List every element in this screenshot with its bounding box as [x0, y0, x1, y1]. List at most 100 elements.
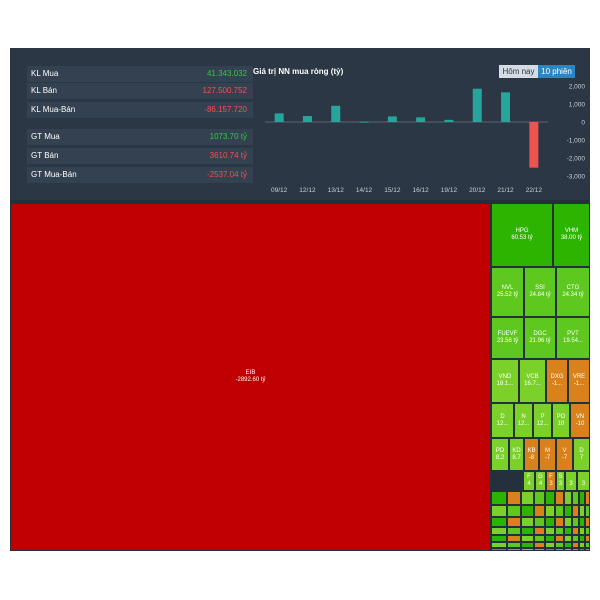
tile-small-stock[interactable]	[521, 517, 534, 527]
tile-stock[interactable]: D 12...	[491, 403, 514, 438]
tile-stock[interactable]: PO 10	[552, 403, 570, 438]
tile-small-stock[interactable]	[555, 542, 564, 548]
tile-small-stock[interactable]	[507, 505, 521, 517]
tile-small-stock[interactable]	[491, 491, 507, 505]
tile-small-stock[interactable]	[579, 542, 585, 548]
tile-small-stock[interactable]	[564, 542, 572, 548]
tile-small-stock[interactable]	[585, 542, 590, 548]
tile-stock[interactable]: CTG 24.34 tỷ	[556, 267, 590, 317]
bar-22-12[interactable]	[529, 122, 539, 168]
tile-small-stock[interactable]	[564, 527, 572, 535]
bar-09-12[interactable]	[274, 113, 284, 122]
tab-ten-sessions[interactable]: 10 phiên	[538, 65, 575, 78]
tile-stock[interactable]: VRE -1...	[568, 359, 590, 403]
tile-stock[interactable]: FUEVF 23.56 tỷ	[491, 317, 524, 359]
tile-small-stock[interactable]	[585, 527, 590, 535]
tile-small-stock[interactable]	[564, 491, 572, 505]
tile-small-stock[interactable]	[555, 517, 564, 527]
tile-small-stock[interactable]	[545, 535, 555, 542]
tile-stock[interactable]: V -7	[556, 438, 573, 471]
tile-small-stock[interactable]	[521, 505, 534, 517]
tile-small-stock[interactable]	[572, 505, 579, 517]
tile-small-stock[interactable]	[507, 542, 521, 548]
tile-stock[interactable]: VND 18.1...	[491, 359, 519, 403]
tile-small-stock[interactable]	[521, 542, 534, 548]
tile-stock[interactable]: HPG 60.53 tỷ	[491, 203, 553, 267]
bar-21-12[interactable]	[501, 92, 511, 122]
tile-stock[interactable]: VCB 16.7...	[519, 359, 546, 403]
bar-12-12[interactable]	[302, 116, 312, 122]
tile-small-stock[interactable]	[507, 517, 521, 527]
tile-small-stock[interactable]	[507, 491, 521, 505]
tile-stock[interactable]: VN -10	[570, 403, 590, 438]
tile-small-stock[interactable]	[534, 517, 545, 527]
tile-stock[interactable]: 3	[565, 471, 577, 491]
tile-small-stock[interactable]	[521, 527, 534, 535]
tile-small-stock[interactable]	[491, 505, 507, 517]
tile-stock[interactable]: NVL 25.52 tỷ	[491, 267, 524, 317]
tile-stock[interactable]: KD 8.7	[509, 438, 524, 471]
tile-stock[interactable]: KB -8	[524, 438, 539, 471]
tile-small-stock[interactable]	[585, 548, 590, 551]
tile-small-stock[interactable]	[585, 517, 590, 527]
tile-small-stock[interactable]	[534, 535, 545, 542]
tile-small-stock[interactable]	[491, 535, 507, 542]
tile-small-stock[interactable]	[579, 535, 585, 542]
tile-small-stock[interactable]	[521, 548, 534, 551]
tile-small-stock[interactable]	[579, 517, 585, 527]
tile-small-stock[interactable]	[534, 527, 545, 535]
tile-small-stock[interactable]	[572, 548, 579, 551]
tile-small-stock[interactable]	[534, 548, 545, 551]
tile-small-stock[interactable]	[579, 491, 585, 505]
bar-15-12[interactable]	[387, 116, 397, 122]
tile-small-stock[interactable]	[579, 527, 585, 535]
tile-small-stock[interactable]	[491, 527, 507, 535]
tile-stock[interactable]: VHM 38.00 tỷ	[553, 203, 590, 267]
tile-small-stock[interactable]	[579, 548, 585, 551]
tile-small-stock[interactable]	[585, 505, 590, 517]
tile-stock[interactable]: DGC 21.96 tỷ	[524, 317, 556, 359]
tile-small-stock[interactable]	[545, 527, 555, 535]
tile-small-stock[interactable]	[545, 491, 555, 505]
tile-small-stock[interactable]	[585, 535, 590, 542]
tile-small-stock[interactable]	[545, 505, 555, 517]
tile-small-stock[interactable]	[521, 491, 534, 505]
tile-small-stock[interactable]	[507, 527, 521, 535]
tile-small-stock[interactable]	[572, 527, 579, 535]
tile-stock[interactable]: SSI 24.84 tỷ	[524, 267, 556, 317]
tile-stock[interactable]: P 12...	[533, 403, 552, 438]
tile-stock[interactable]: M -7	[539, 438, 556, 471]
tile-small-stock[interactable]	[555, 505, 564, 517]
bar-14-12[interactable]	[359, 121, 369, 123]
tile-small-stock[interactable]	[534, 505, 545, 517]
tile-small-stock[interactable]	[545, 542, 555, 548]
tile-small-stock[interactable]	[572, 542, 579, 548]
tile-small-stock[interactable]	[555, 548, 564, 551]
tile-stock[interactable]: PVT 19.54...	[556, 317, 590, 359]
tile-small-stock[interactable]	[534, 491, 545, 505]
bar-16-12[interactable]	[416, 117, 426, 122]
tile-stock[interactable]: DXG -1...	[546, 359, 568, 403]
tile-eib[interactable]: EIB -2892.60 tỷ	[10, 203, 491, 551]
tile-small-stock[interactable]	[572, 517, 579, 527]
tile-small-stock[interactable]	[572, 491, 579, 505]
tile-small-stock[interactable]	[507, 548, 521, 551]
tile-small-stock[interactable]	[564, 505, 572, 517]
tile-small-stock[interactable]	[564, 517, 572, 527]
tile-small-stock[interactable]	[564, 548, 572, 551]
tile-small-stock[interactable]	[521, 535, 534, 542]
tile-small-stock[interactable]	[491, 542, 507, 548]
tile-small-stock[interactable]	[491, 517, 507, 527]
tile-small-stock[interactable]	[572, 535, 579, 542]
tile-small-stock[interactable]	[555, 527, 564, 535]
tile-stock[interactable]: 3	[577, 471, 590, 491]
tile-small-stock[interactable]	[534, 542, 545, 548]
bar-20-12[interactable]	[472, 88, 482, 122]
tile-small-stock[interactable]	[545, 548, 555, 551]
tab-today[interactable]: Hôm nay	[499, 65, 538, 78]
tile-small-stock[interactable]	[585, 491, 590, 505]
